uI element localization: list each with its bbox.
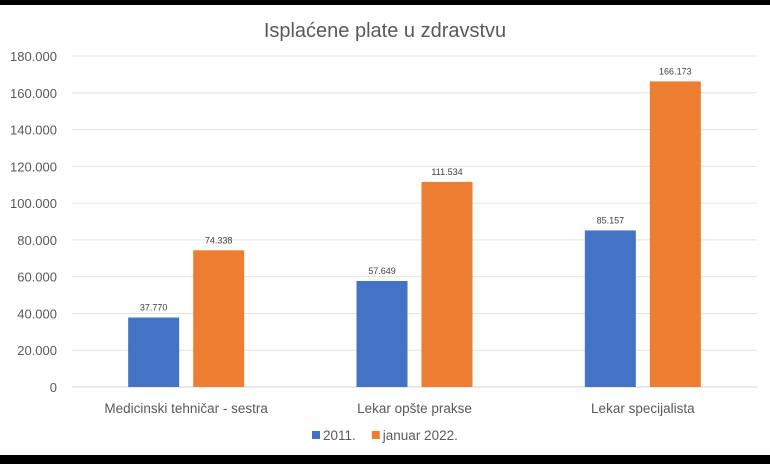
data-label: 85.157 xyxy=(597,215,625,225)
bar xyxy=(584,230,636,387)
legend-label: januar 2022. xyxy=(382,428,458,443)
data-label: 57.649 xyxy=(368,266,396,276)
x-tick-label: Medicinski tehničar - sestra xyxy=(104,401,268,416)
y-tick-label: 80.000 xyxy=(17,233,57,248)
bar xyxy=(193,250,245,387)
y-tick-label: 0 xyxy=(50,380,57,395)
data-label: 166.173 xyxy=(659,66,692,76)
y-tick-label: 120.000 xyxy=(10,159,57,174)
data-label: 74.338 xyxy=(205,235,233,245)
y-tick-label: 140.000 xyxy=(10,123,57,138)
x-tick-label: Lekar opšte prakse xyxy=(357,401,472,416)
data-label: 37.770 xyxy=(140,303,168,313)
y-tick-label: 60.000 xyxy=(17,270,57,285)
y-tick-label: 180.000 xyxy=(10,49,57,64)
chart-title: Isplaćene plate u zdravstvu xyxy=(264,20,506,42)
y-tick-label: 40.000 xyxy=(17,306,57,321)
legend-swatch xyxy=(312,431,320,439)
x-tick-label: Lekar specijalista xyxy=(591,401,695,416)
bar xyxy=(128,317,180,387)
y-tick-label: 160.000 xyxy=(10,86,57,101)
bar xyxy=(649,81,701,387)
legend-swatch xyxy=(371,431,380,439)
bar xyxy=(356,280,408,387)
y-tick-label: 20.000 xyxy=(17,343,57,358)
y-tick-label: 100.000 xyxy=(10,196,57,211)
bar xyxy=(421,181,473,387)
legend-label: 2011. xyxy=(323,428,356,443)
data-label: 111.534 xyxy=(431,167,462,177)
legend: 2011. januar 2022. xyxy=(312,428,458,443)
